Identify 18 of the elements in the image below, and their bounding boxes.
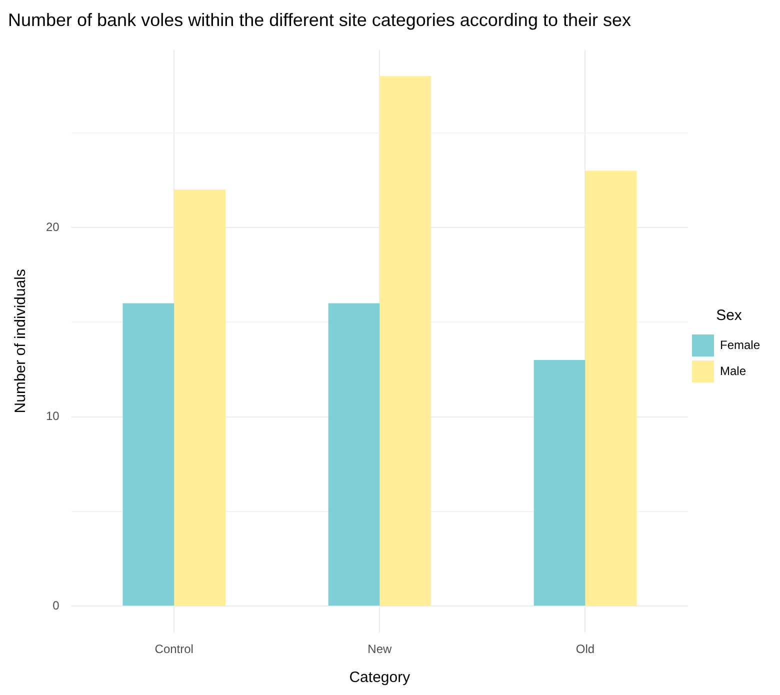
bar bbox=[328, 303, 380, 606]
x-axis-title: Category bbox=[349, 669, 411, 686]
bar bbox=[534, 360, 586, 606]
y-tick-label: 10 bbox=[46, 409, 60, 424]
x-tick-label: Control bbox=[154, 642, 194, 656]
y-axis-title: Number of individuals bbox=[12, 268, 30, 414]
x-tick-label: New bbox=[368, 642, 392, 656]
y-tick-label: 0 bbox=[52, 598, 60, 612]
legend-title: Sex bbox=[716, 307, 742, 324]
x-tick-label: Old bbox=[576, 642, 595, 656]
legend-label: Male bbox=[720, 364, 746, 378]
legend-label: Female bbox=[720, 338, 760, 352]
bar bbox=[380, 76, 432, 606]
chart-title: Number of bank voles within the different site categories according to their sex bbox=[8, 10, 631, 30]
bar bbox=[122, 303, 174, 606]
bar bbox=[585, 170, 637, 606]
bar bbox=[174, 190, 226, 606]
y-tick-label: 20 bbox=[46, 220, 60, 234]
